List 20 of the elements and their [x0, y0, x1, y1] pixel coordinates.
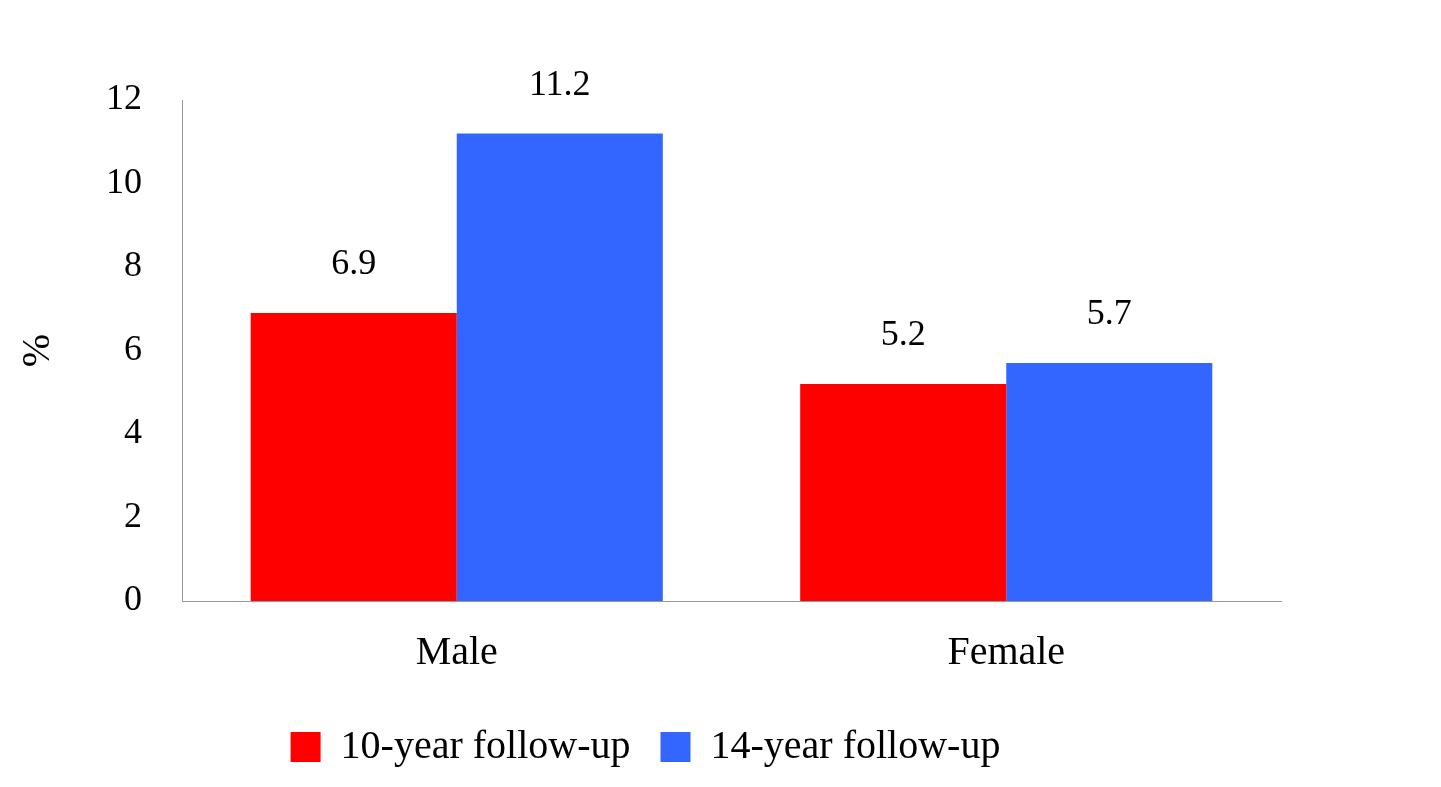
y-tick-label: 12: [106, 77, 142, 118]
bar: [1006, 363, 1213, 601]
y-axis-title: %: [12, 333, 58, 368]
bar: [456, 133, 663, 601]
x-tick-label: Male: [415, 627, 498, 673]
x-tick-label: Female: [947, 627, 1066, 673]
legend-label: 10-year follow-up: [340, 721, 631, 767]
bar: [250, 312, 457, 601]
y-tick-label: 8: [124, 244, 142, 285]
y-tick-label: 10: [106, 160, 142, 201]
data-label: 11.2: [528, 62, 591, 103]
legend-label: 14-year follow-up: [710, 721, 1001, 767]
y-tick-label: 4: [124, 411, 142, 452]
data-label: 5.7: [1086, 292, 1132, 333]
y-tick-label: 6: [124, 327, 142, 368]
data-label: 5.2: [880, 313, 926, 354]
y-tick-label: 2: [124, 494, 142, 535]
bar: [800, 383, 1007, 601]
y-tick-label: 0: [124, 578, 142, 619]
data-label: 6.9: [331, 242, 377, 283]
